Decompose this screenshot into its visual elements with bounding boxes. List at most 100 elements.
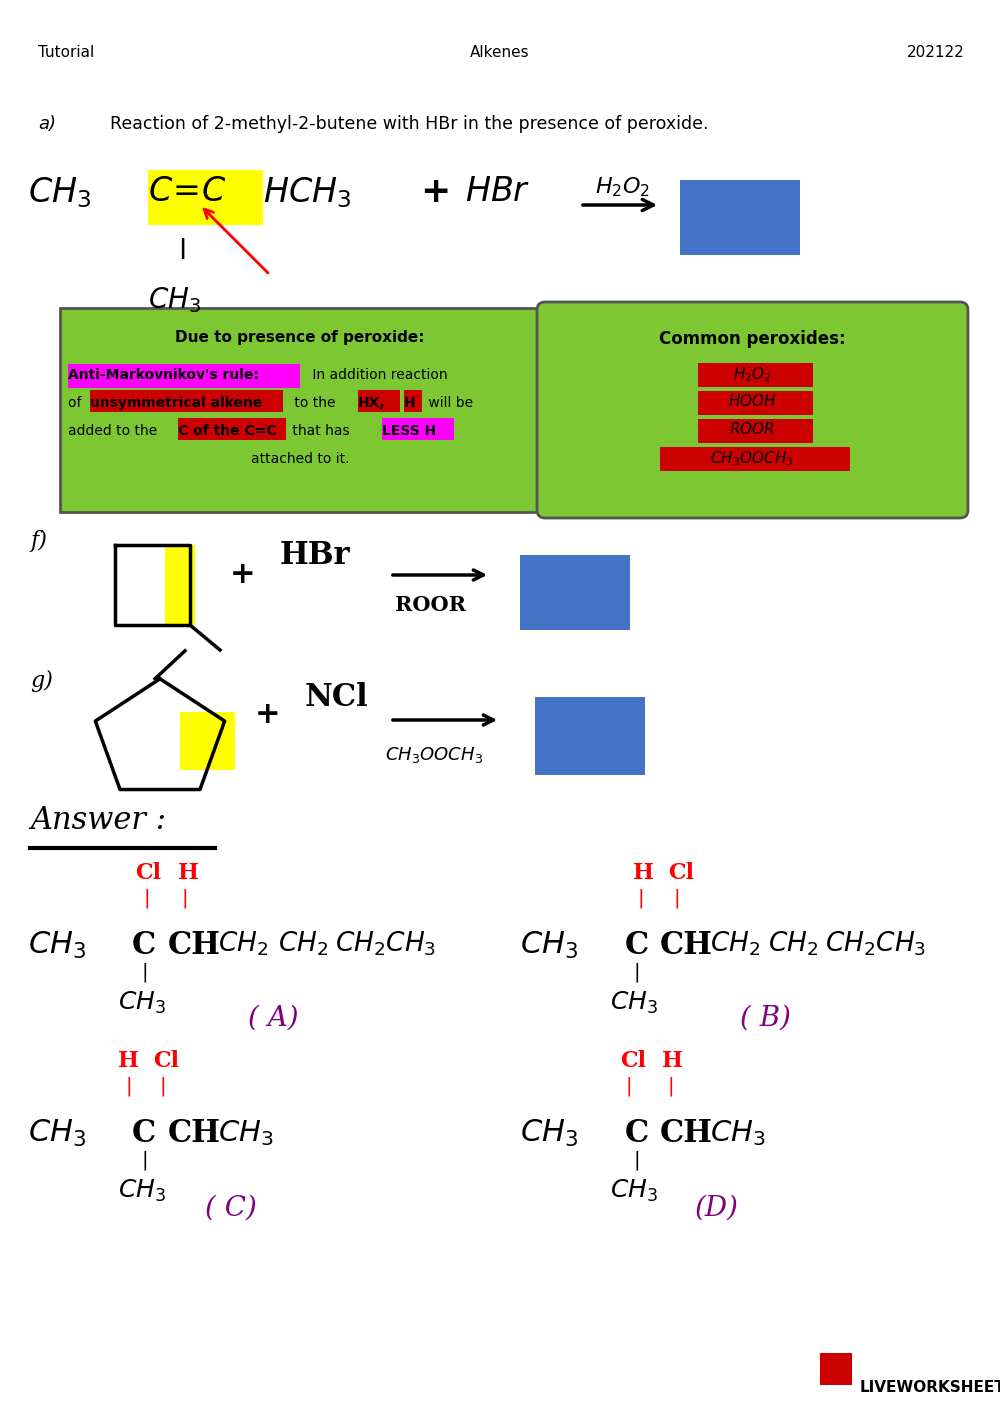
Text: |: |	[160, 1077, 167, 1095]
Text: CH: CH	[168, 1118, 221, 1149]
Text: $CH_3$: $CH_3$	[218, 1118, 274, 1147]
Text: Alkenes: Alkenes	[470, 45, 530, 59]
Text: |: |	[633, 1150, 640, 1170]
Bar	[68, 365, 300, 389]
Text: will be: will be	[424, 396, 473, 410]
Text: H: H	[118, 1050, 139, 1072]
Text: CH: CH	[168, 930, 221, 961]
Text: ( C): ( C)	[205, 1195, 257, 1222]
Bar	[820, 1354, 852, 1385]
Text: $CH_2$: $CH_2$	[710, 930, 760, 958]
Bar	[404, 390, 422, 413]
Text: $CH_2$: $CH_2$	[218, 930, 268, 958]
Text: of: of	[68, 396, 86, 410]
Text: Common peroxides:: Common peroxides:	[659, 331, 845, 348]
FancyBboxPatch shape	[537, 302, 968, 519]
Text: LESS H: LESS H	[382, 424, 436, 438]
Text: $CH_3OOCH_3$: $CH_3OOCH_3$	[385, 745, 483, 764]
Text: C: C	[132, 930, 156, 961]
Text: $CH_3$: $CH_3$	[118, 991, 166, 1016]
Text: |: |	[633, 962, 640, 982]
Text: LIVEWORKSHEETS: LIVEWORKSHEETS	[860, 1381, 1000, 1395]
Text: C: C	[132, 1118, 156, 1149]
Polygon shape	[545, 309, 960, 335]
Text: C of the C=C: C of the C=C	[178, 424, 277, 438]
Text: $CH_3$: $CH_3$	[118, 1178, 166, 1204]
Text: $CH_2CH_3$: $CH_2CH_3$	[335, 930, 436, 958]
Text: $CH_3$: $CH_3$	[610, 991, 658, 1016]
Text: CH: CH	[660, 1118, 713, 1149]
Text: |: |	[142, 962, 149, 982]
Text: +: +	[255, 699, 281, 729]
Text: a): a)	[38, 114, 56, 133]
Text: Due to presence of peroxide:: Due to presence of peroxide:	[175, 331, 425, 345]
Text: |: |	[638, 887, 645, 907]
Text: Anti-Markovnikov's rule:: Anti-Markovnikov's rule:	[68, 367, 259, 382]
Text: H: H	[633, 862, 654, 885]
Text: |: |	[144, 887, 151, 907]
Text: unsymmetrical alkene: unsymmetrical alkene	[90, 396, 262, 410]
Text: NCl: NCl	[305, 682, 369, 714]
Text: $CH_3OOCH_3$: $CH_3OOCH_3$	[710, 449, 794, 468]
Bar	[90, 390, 283, 413]
Bar	[148, 170, 263, 225]
FancyBboxPatch shape	[60, 308, 539, 512]
Text: $CH_2$: $CH_2$	[768, 930, 818, 958]
Text: |: |	[125, 1077, 132, 1095]
Bar	[358, 390, 400, 413]
Text: |: |	[668, 1077, 675, 1095]
Text: Cl: Cl	[668, 862, 694, 885]
Text: Cl: Cl	[153, 1050, 179, 1072]
Text: $CH_3$: $CH_3$	[520, 930, 578, 961]
Bar	[178, 418, 286, 439]
Text: $CH_2$: $CH_2$	[278, 930, 328, 958]
Text: $CH_3$: $CH_3$	[710, 1118, 766, 1147]
Text: $HBr$: $HBr$	[465, 175, 530, 208]
Text: H: H	[662, 1050, 683, 1072]
Text: CH: CH	[660, 930, 713, 961]
Text: $CH_2CH_3$: $CH_2CH_3$	[825, 930, 926, 958]
Text: (D): (D)	[695, 1195, 739, 1222]
Bar	[535, 697, 645, 774]
Text: +: +	[230, 560, 256, 589]
Text: H: H	[404, 396, 416, 410]
Bar	[660, 447, 850, 471]
Text: |: |	[182, 887, 189, 907]
Bar	[698, 391, 813, 415]
Text: H: H	[178, 862, 199, 885]
Text: Tutorial: Tutorial	[38, 45, 94, 59]
Text: $CH_3$: $CH_3$	[28, 175, 91, 209]
Text: |: |	[142, 1150, 149, 1170]
Text: ( B): ( B)	[740, 1005, 791, 1031]
Text: Cl: Cl	[620, 1050, 646, 1072]
Text: HX,: HX,	[358, 396, 386, 410]
Text: $ROOR$: $ROOR$	[729, 421, 775, 437]
Text: $CH_3$: $CH_3$	[610, 1178, 658, 1204]
Text: |: |	[673, 887, 680, 907]
Text: Answer :: Answer :	[30, 805, 166, 836]
Text: |: |	[626, 1077, 633, 1095]
Text: $C\!=\!C$: $C\!=\!C$	[148, 175, 227, 208]
Text: added to the: added to the	[68, 424, 162, 438]
Text: $H_2O_2$: $H_2O_2$	[733, 365, 771, 384]
Text: $HOOH$: $HOOH$	[728, 393, 776, 408]
Text: to the: to the	[290, 396, 340, 410]
Text: g): g)	[30, 670, 53, 692]
Polygon shape	[85, 309, 540, 335]
Text: $CH_3$: $CH_3$	[28, 1118, 86, 1149]
Text: attached to it.: attached to it.	[251, 452, 349, 466]
Bar	[520, 555, 630, 630]
Text: Reaction of 2-methyl-2-butene with HBr in the presence of peroxide.: Reaction of 2-methyl-2-butene with HBr i…	[110, 114, 708, 133]
Bar	[180, 712, 235, 770]
Text: f): f)	[30, 530, 47, 552]
Bar	[680, 179, 800, 254]
Text: HBr: HBr	[280, 540, 351, 571]
Text: $HCH_3$: $HCH_3$	[263, 175, 351, 209]
Text: C: C	[625, 930, 649, 961]
Bar	[382, 418, 454, 439]
Text: that has: that has	[288, 424, 354, 438]
Text: $H_2O_2$: $H_2O_2$	[595, 175, 650, 199]
Text: ( A): ( A)	[248, 1005, 299, 1031]
Bar	[698, 363, 813, 387]
Bar	[165, 545, 195, 625]
